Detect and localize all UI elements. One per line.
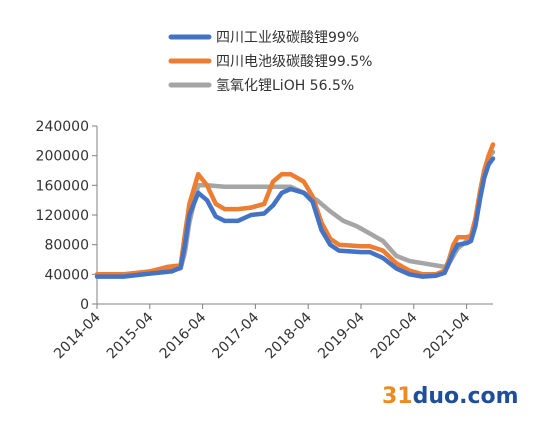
legend-label-3: 氢氧化锂LiOH 56.5% (216, 78, 354, 94)
x-tick-label: 2015-04 (104, 309, 157, 362)
y-tick-label: 240000 (36, 119, 89, 135)
series-line-1 (94, 156, 496, 279)
watermark-part-b: duo.com (412, 384, 519, 409)
y-tick-label: 40000 (44, 267, 89, 283)
x-tick-label: 2021-04 (421, 309, 474, 362)
y-tick-label: 120000 (36, 208, 89, 224)
legend-label-1: 四川工业级碳酸锂99% (216, 30, 359, 46)
series-line-3 (94, 149, 496, 277)
series-line-2 (94, 142, 496, 277)
x-tick-label: 2019-04 (315, 309, 368, 362)
x-tick-label: 2018-04 (262, 309, 315, 362)
watermark: 31duo.com (382, 384, 519, 409)
legend-label-2: 四川电池级碳酸锂99.5% (216, 54, 372, 70)
y-tick-label: 80000 (44, 238, 89, 254)
watermark-part-a: 31 (382, 384, 413, 409)
x-tick-label: 2020-04 (368, 309, 421, 362)
x-tick-label: 2017-04 (210, 309, 263, 362)
x-tick-label: 2014-04 (51, 309, 104, 362)
y-tick-label: 200000 (36, 149, 89, 165)
y-tick-label: 160000 (36, 178, 89, 194)
x-tick-label: 2016-04 (157, 309, 210, 362)
y-tick-label: 0 (80, 297, 89, 313)
